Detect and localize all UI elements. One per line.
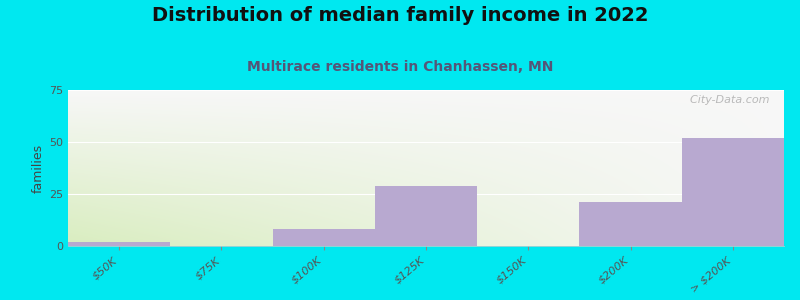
Bar xyxy=(273,230,375,246)
Bar xyxy=(68,242,170,246)
Bar xyxy=(375,186,477,246)
Bar xyxy=(682,138,784,246)
Text: Multirace residents in Chanhassen, MN: Multirace residents in Chanhassen, MN xyxy=(247,60,553,74)
Bar xyxy=(579,202,682,246)
Text: Distribution of median family income in 2022: Distribution of median family income in … xyxy=(152,6,648,25)
Y-axis label: families: families xyxy=(32,143,45,193)
Text: City-Data.com: City-Data.com xyxy=(683,95,770,105)
